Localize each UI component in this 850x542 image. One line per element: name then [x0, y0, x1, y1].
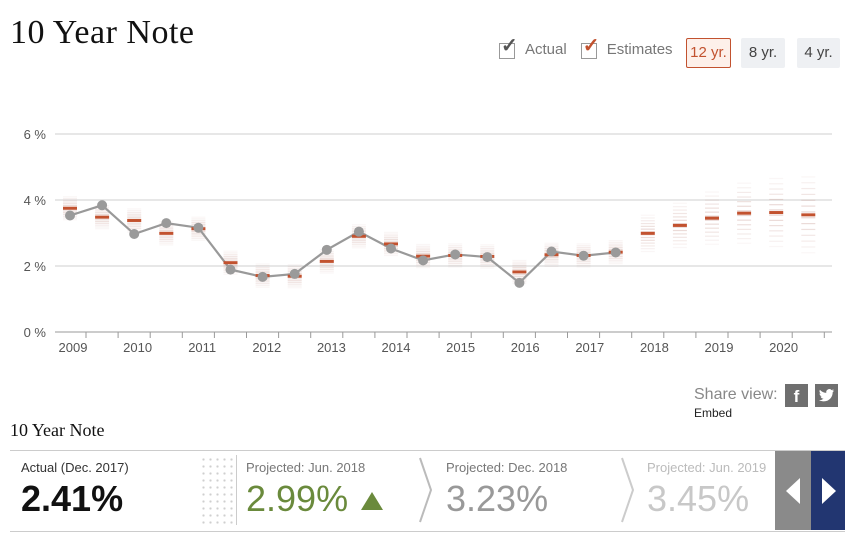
actual-point: [514, 277, 525, 288]
x-tick-label: 2018: [640, 340, 669, 355]
next-arrow-icon: [822, 478, 836, 504]
x-tick-label: 2010: [123, 340, 152, 355]
card-jun2019-caption: Projected: Jun. 2019: [647, 460, 767, 475]
actual-point: [225, 264, 236, 275]
rate-chart: 0 % 2 % 4 % 6 % 2009 2010 2011 2012 2013 2014 2015…: [24, 127, 832, 355]
actual-point: [353, 226, 364, 237]
x-tick-label: 2020: [769, 340, 798, 355]
actual-point: [386, 243, 396, 254]
card-jun2018-caption: Projected: Jun. 2018: [246, 460, 366, 475]
range-4yr-button[interactable]: 4 yr.: [797, 38, 840, 68]
chart-legend: ✓ Actual ✓ Estimates: [499, 36, 687, 59]
card-actual-caption: Actual (Dec. 2017): [21, 460, 129, 475]
actual-point: [450, 249, 461, 260]
x-tick-label: 2016: [511, 340, 540, 355]
actual-point: [289, 268, 300, 279]
actual-point: [610, 247, 621, 258]
up-triangle-icon: [361, 492, 383, 510]
x-tick-label: 2011: [188, 340, 216, 355]
actual-point: [257, 271, 268, 282]
checkmark-icon: ✓: [582, 35, 600, 57]
panel-title: 10 Year Note: [10, 420, 105, 440]
range-12yr-button[interactable]: 12 yr.: [686, 38, 731, 68]
card-jun2018-value: 2.99%: [246, 478, 349, 519]
x-tick-label: 2013: [317, 340, 346, 355]
divider: [236, 455, 237, 525]
chevron-divider-icon: [419, 457, 433, 523]
actual-point: [193, 222, 204, 233]
share-label: Share view:: [694, 386, 778, 403]
actual-point: [578, 250, 589, 261]
embed-link[interactable]: Embed: [694, 406, 733, 420]
actual-point: [482, 252, 493, 263]
y-tick-label: 0 %: [24, 325, 47, 340]
x-tick-label: 2012: [252, 340, 281, 355]
twitter-icon[interactable]: [815, 384, 838, 407]
actual-point: [418, 255, 429, 266]
dotted-divider: [200, 456, 236, 526]
actual-point: [546, 246, 557, 257]
card-jun2019-value: 3.45%: [647, 478, 750, 519]
card-dec2018-caption: Projected: Dec. 2018: [446, 460, 568, 475]
card-dec2018-value: 3.23%: [446, 478, 549, 519]
actual-point: [97, 200, 108, 211]
legend-actual-label: Actual: [525, 40, 567, 58]
card-actual-value: 2.41%: [21, 478, 124, 519]
actual-point: [321, 244, 332, 255]
y-tick-label: 6 %: [24, 127, 47, 142]
facebook-icon[interactable]: f: [785, 384, 808, 407]
x-tick-label: 2014: [382, 340, 411, 355]
x-tick-label: 2015: [446, 340, 475, 355]
legend-estimates-label: Estimates: [606, 40, 673, 58]
actual-point: [161, 218, 172, 229]
checkmark-icon: ✓: [501, 35, 518, 57]
actual-checkbox[interactable]: ✓: [499, 36, 518, 59]
next-button[interactable]: [811, 451, 845, 530]
x-tick-label: 2009: [59, 340, 88, 355]
actual-point: [65, 210, 75, 221]
forecast-panel: Actual (Dec. 2017) 2.41% Projected: Jun.…: [10, 450, 845, 532]
page-title: 10 Year Note: [10, 14, 195, 51]
y-tick-label: 2 %: [24, 259, 47, 274]
prev-arrow-icon: [786, 478, 800, 504]
range-8yr-button[interactable]: 8 yr.: [741, 38, 785, 68]
actual-series-line: [69, 204, 616, 285]
estimates-checkbox[interactable]: ✓: [580, 36, 599, 59]
actual-point: [129, 228, 140, 239]
prev-button[interactable]: [775, 451, 811, 530]
x-tick-label: 2017: [575, 340, 604, 355]
x-tick-label: 2019: [705, 340, 734, 355]
y-tick-label: 4 %: [24, 193, 47, 208]
chevron-divider-icon: [621, 457, 635, 523]
